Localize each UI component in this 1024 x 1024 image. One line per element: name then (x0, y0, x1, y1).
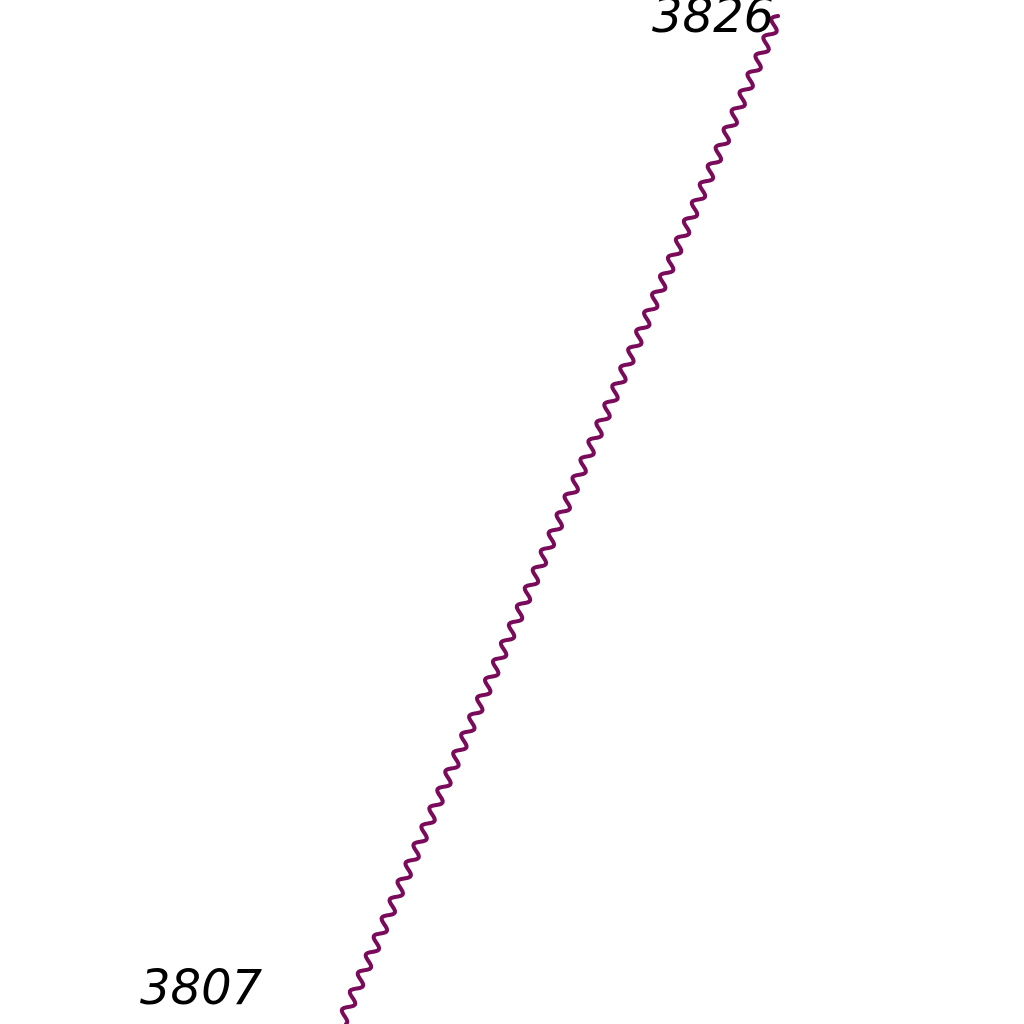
wavy-boundary-line (339, 14, 780, 1024)
map-label-3826: 3826 (652, 0, 775, 44)
map-label-3807: 3807 (140, 960, 263, 1016)
